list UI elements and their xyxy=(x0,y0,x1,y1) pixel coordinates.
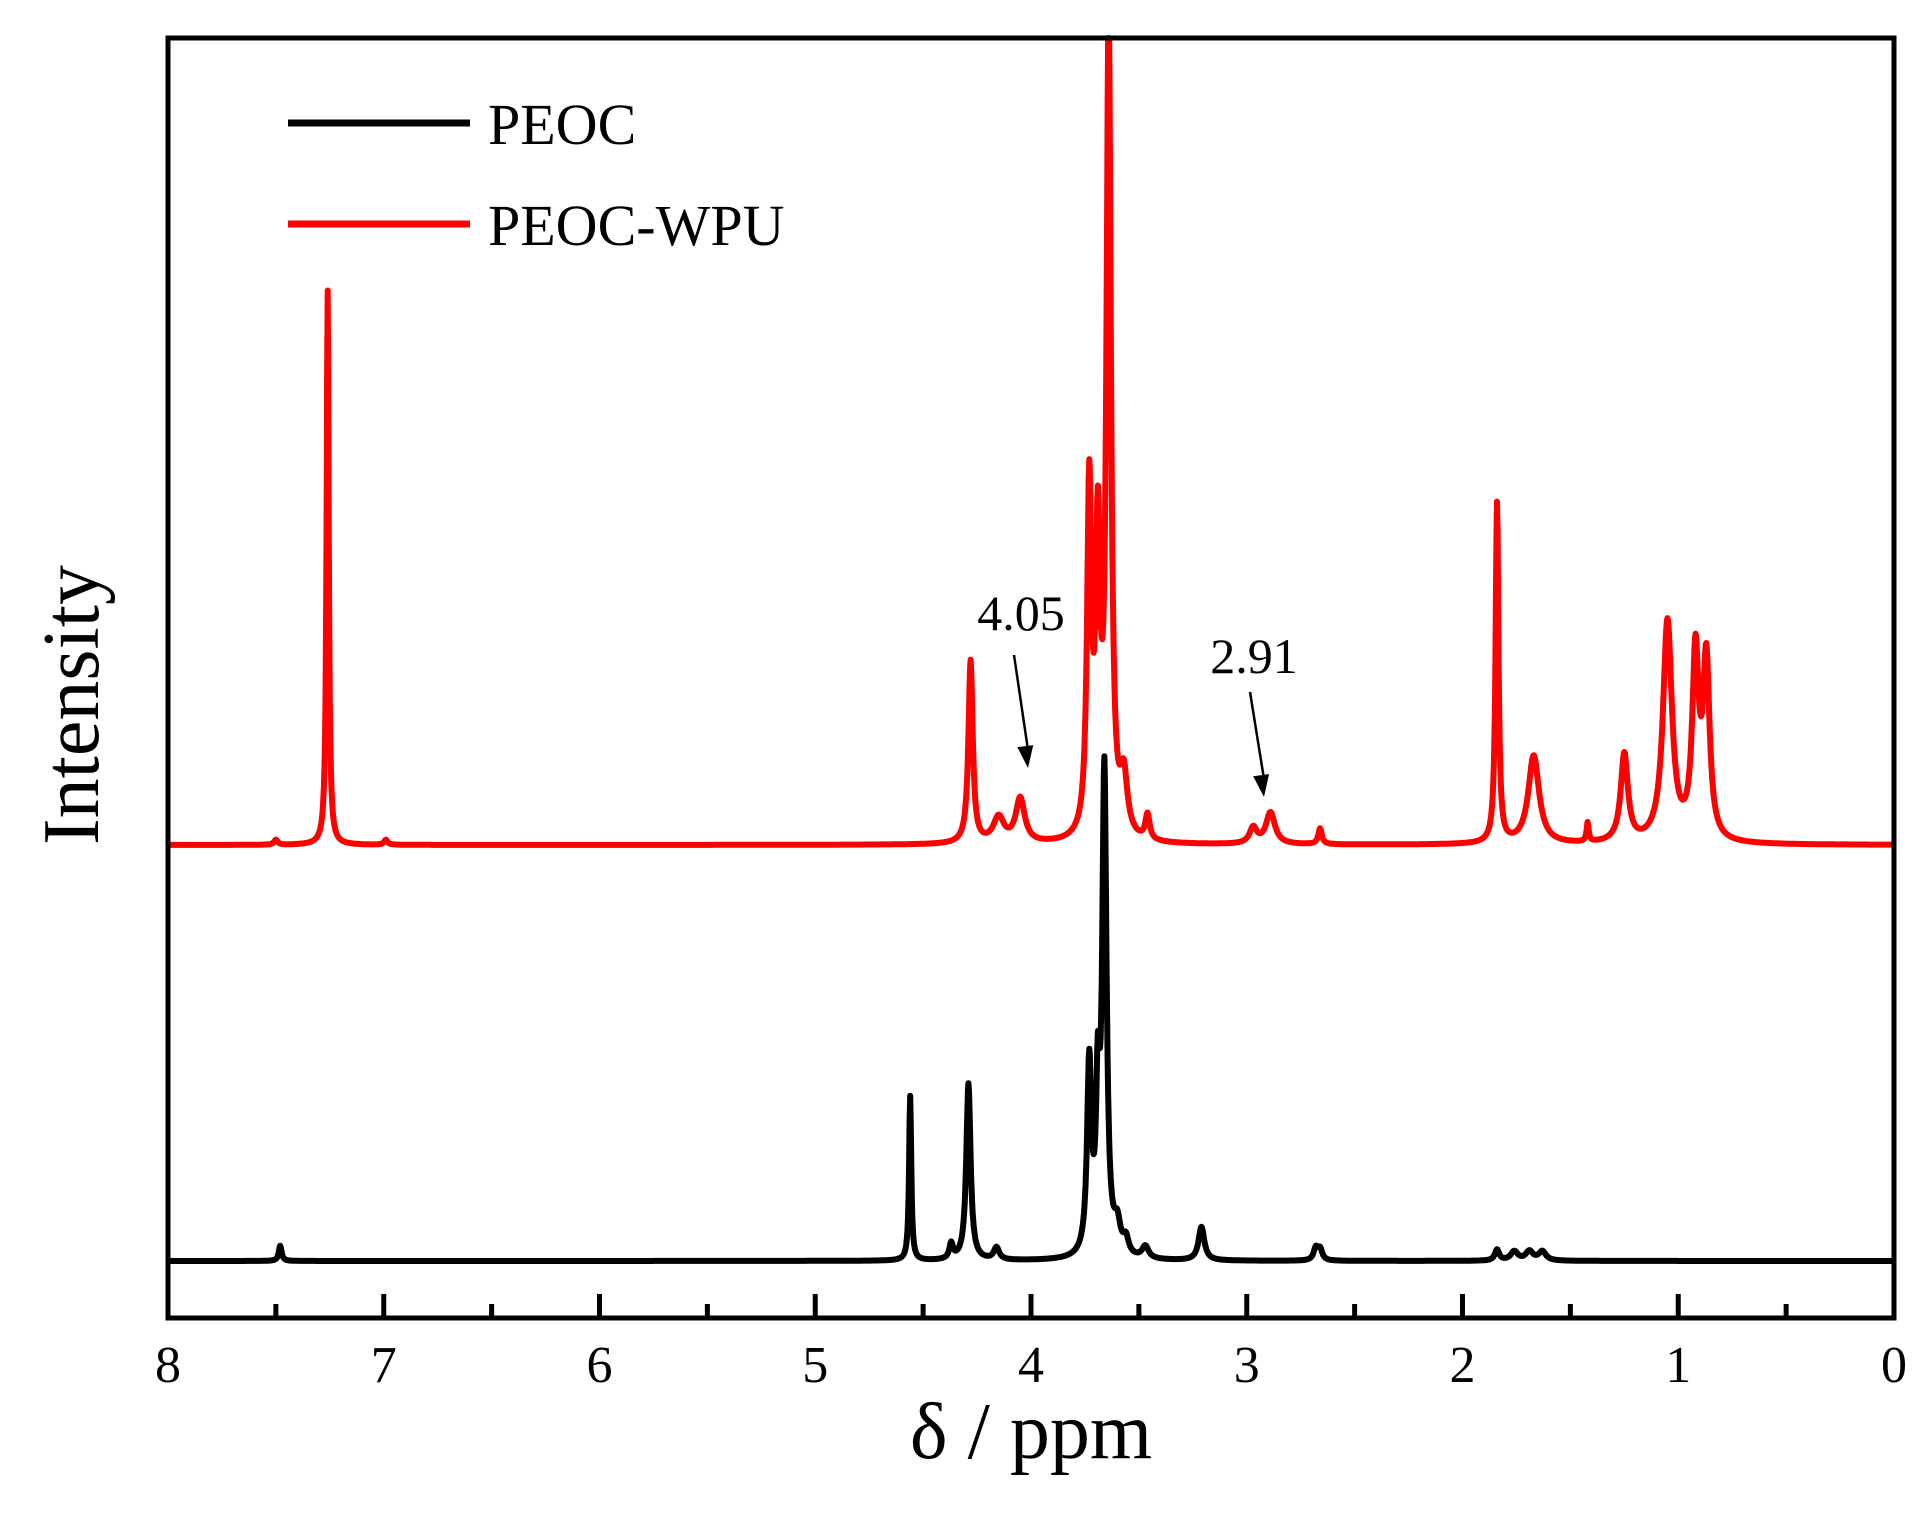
x-tick-label: 6 xyxy=(587,1337,613,1394)
x-tick-label: 2 xyxy=(1450,1337,1476,1394)
annotations: 4.05 2.91 xyxy=(977,585,1298,797)
x-tick-label: 1 xyxy=(1665,1337,1691,1394)
annotation-arrowhead xyxy=(1253,774,1270,797)
annotation-arrow xyxy=(1248,691,1266,780)
annotation-arrow xyxy=(1012,654,1030,751)
x-tick-label: 8 xyxy=(155,1337,181,1394)
legend-label-peoc: PEOC xyxy=(488,92,636,157)
annotation-label-4-05: 4.05 xyxy=(977,585,1065,641)
annotation-arrowhead xyxy=(1017,745,1034,768)
legend: PEOC PEOC-WPU xyxy=(288,92,784,258)
series-line-peoc xyxy=(165,753,1897,1264)
x-tick-label: 4 xyxy=(1018,1337,1044,1394)
x-tick-label: 0 xyxy=(1881,1337,1907,1394)
x-axis-title: δ / ppm xyxy=(910,1388,1152,1476)
plot-area-frame xyxy=(165,35,1897,1321)
legend-label-peoc-wpu: PEOC-WPU xyxy=(488,193,784,258)
x-tick-label: 5 xyxy=(802,1337,828,1394)
x-tick-label: 7 xyxy=(371,1337,397,1394)
y-axis-title: Intensity xyxy=(28,565,116,845)
x-tick-label: 3 xyxy=(1234,1337,1260,1394)
series-line-peoc-wpu xyxy=(165,35,1897,848)
spectrum-traces xyxy=(165,35,1897,1264)
x-axis-ticks: 8 7 6 5 4 3 2 1 0 xyxy=(155,1294,1907,1394)
annotation-label-2-91: 2.91 xyxy=(1210,628,1298,684)
